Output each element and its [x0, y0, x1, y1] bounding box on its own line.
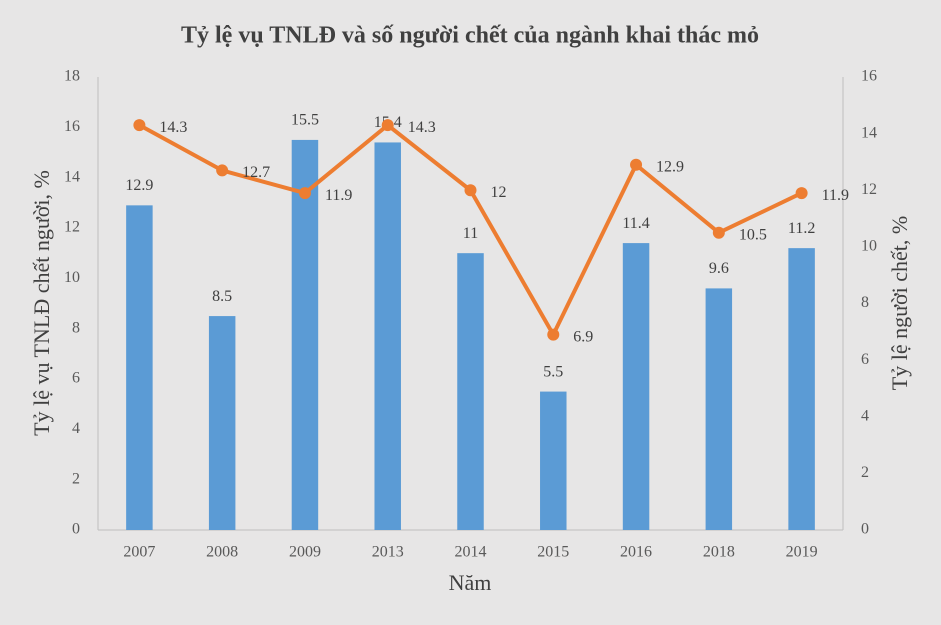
x-tick-label: 2009 — [289, 544, 321, 561]
y-axis-title: Tỷ lệ vụ TNLĐ chết người, % — [29, 170, 54, 436]
line-point — [630, 158, 643, 171]
line-point — [712, 226, 725, 239]
x-axis-title: Năm — [449, 570, 492, 595]
bar-data-label: 11.4 — [622, 215, 649, 232]
line-point — [795, 187, 808, 200]
y-tick-label: 8 — [72, 319, 80, 336]
y-tick-label: 14 — [64, 168, 80, 185]
bar-data-label: 9.6 — [709, 260, 729, 277]
x-tick-label: 2008 — [206, 544, 238, 561]
bar-data-label: 15.5 — [291, 112, 319, 129]
bar — [208, 316, 236, 530]
y2-tick-label: 12 — [861, 181, 877, 198]
line-data-label: 12.9 — [656, 158, 684, 175]
y-tick-label: 16 — [64, 118, 80, 135]
line-data-label: 6.9 — [573, 328, 593, 345]
bar-data-label: 11 — [463, 225, 478, 242]
x-tick-label: 2015 — [537, 544, 569, 561]
y-tick-label: 12 — [64, 219, 80, 236]
bar — [291, 139, 319, 530]
x-tick-label: 2018 — [703, 544, 735, 561]
line-data-label: 11.9 — [822, 187, 849, 204]
line-point — [298, 187, 311, 200]
line-data-label: 12 — [491, 184, 507, 201]
line-data-label: 14.3 — [159, 119, 187, 136]
y-tick-label: 4 — [72, 420, 80, 437]
chart-title: Tỷ lệ vụ TNLĐ và số người chết của ngành… — [181, 23, 759, 49]
line-data-label: 10.5 — [739, 226, 767, 243]
line-point — [133, 119, 146, 132]
bar-data-label: 5.5 — [543, 363, 563, 380]
bar-data-label: 8.5 — [212, 288, 232, 305]
bar — [705, 288, 733, 530]
line-point — [547, 328, 560, 341]
y2-tick-label: 16 — [861, 68, 877, 85]
y2-tick-label: 6 — [861, 351, 869, 368]
y2-tick-label: 8 — [861, 294, 869, 311]
x-tick-label: 2016 — [620, 544, 652, 561]
bar — [540, 391, 567, 530]
bar-data-label: 11.2 — [788, 220, 815, 237]
line-data-label: 14.3 — [408, 119, 436, 136]
y-tick-label: 18 — [64, 68, 80, 85]
line-point — [381, 119, 394, 132]
y-tick-label: 10 — [64, 269, 80, 286]
line-data-label: 12.7 — [242, 164, 270, 181]
y2-tick-label: 4 — [861, 407, 869, 424]
line-data-label: 11.9 — [325, 187, 352, 204]
x-tick-label: 2007 — [123, 544, 155, 561]
y2-tick-label: 0 — [861, 521, 869, 538]
x-tick-label: 2014 — [455, 544, 487, 561]
bar-data-label: 12.9 — [125, 177, 153, 194]
y-tick-label: 2 — [72, 470, 80, 487]
y2-tick-label: 10 — [861, 238, 877, 255]
bar — [788, 248, 815, 530]
bar — [622, 243, 650, 530]
bar — [374, 142, 401, 530]
y2-axis-title: Tỷ lệ người chết, % — [887, 216, 912, 390]
bar — [126, 205, 153, 530]
y-tick-label: 0 — [72, 521, 80, 538]
x-tick-label: 2013 — [372, 544, 404, 561]
bar — [457, 253, 484, 530]
line-point — [216, 164, 229, 177]
line-point — [464, 184, 477, 197]
y2-tick-label: 2 — [861, 464, 869, 481]
y-tick-label: 6 — [72, 370, 80, 387]
y2-tick-label: 14 — [861, 124, 877, 141]
x-tick-label: 2019 — [786, 544, 818, 561]
